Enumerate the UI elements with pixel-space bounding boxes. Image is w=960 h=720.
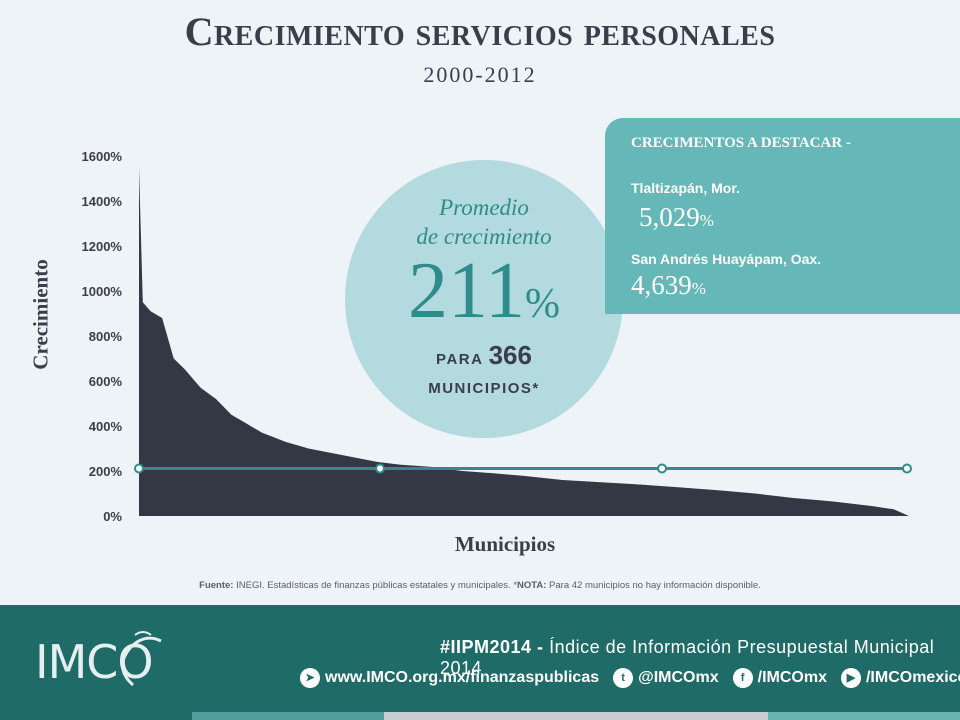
y-tick-label: 1000% [82,284,123,299]
highlights-title: CRECIMENTOS A DESTACAR - [631,135,851,151]
twitter-link[interactable]: @IMCOmx [638,669,719,686]
footer-stripe [0,712,192,720]
twitter-icon: t [613,668,634,688]
para-line: PARA 366 [345,340,623,371]
x-axis-label: Municipios [454,532,556,556]
y-tick-label: 1400% [82,194,123,209]
y-axis-label: Crecimiento [28,259,53,370]
website-link[interactable]: www.IMCO.org.mx/finanzaspublicas [325,669,600,686]
average-label-2: de crecimiento [416,224,552,249]
source-label: Fuente: [199,580,234,591]
campaign-hashtag: #IIPM2014 - Índice de Información Presup… [440,637,960,679]
youtube-icon: ▶ [840,668,861,688]
source-note: Fuente: INEGI. Estadísticas de finanzas … [0,580,960,591]
footer-banner: IMCO #IIPM2014 - Índice de Información P… [0,605,960,720]
nota-label: NOTA: [517,580,547,591]
footer-stripe [192,712,384,720]
page-subtitle: 2000-2012 [423,62,537,87]
imco-logo[interactable]: IMCO [35,627,195,697]
municipios-word: MUNICIPIOS* [428,380,540,397]
municipio-count: 366 [488,340,532,370]
highlight-number-2: 4,639 [631,270,692,300]
average-reference-line [134,463,912,474]
average-number: 211 [407,247,526,335]
footer-stripe [384,712,768,720]
y-tick-label: 200% [89,464,123,479]
highlight-unit-2: % [691,279,706,298]
average-label: Promedio [439,195,529,220]
y-tick-label: 800% [89,329,123,344]
footer-stripe [768,712,960,720]
youtube-link[interactable]: /IMCOmexico [865,669,960,686]
hashtag-text: Índice de Información Presupuestal Munic… [440,637,935,678]
y-tick-label: 400% [89,419,123,434]
y-tick-label: 1600% [82,149,123,164]
highlight-name-1: Tlaltizapán, Mor. [631,180,740,196]
highlight-value-1: 5,029% [639,202,714,233]
page-title: Crecimiento servicios personales [184,9,776,54]
area-chart: 0% 200% 400% 600% 800% 1000% 1200% 1400% 1600% [82,149,912,524]
y-axis-ticks: 0% 200% 400% 600% 800% 1000% 1200% 1400% 1600% [82,149,123,524]
average-line-marker [134,463,144,474]
facebook-link[interactable]: /IMCOmx [757,669,827,686]
average-line-marker [902,463,912,474]
y-tick-label: 1200% [82,239,123,254]
y-tick-label: 0% [103,509,122,524]
average-line-marker [657,463,667,474]
average-value: 211% [345,246,623,337]
y-tick-label: 600% [89,374,123,389]
send-icon: ➤ [300,668,320,688]
hashtag-bold: #IIPM2014 - [440,637,544,657]
imco-logo-swirl-icon [121,631,162,687]
growth-area-series [139,167,909,517]
para-word: PARA [436,351,483,368]
source-text: INEGI. Estadísticas de finanzas públicas… [233,580,518,591]
highlight-name-2: San Andrés Huayápam, Oax. [631,251,822,267]
average-growth-circle: Promedio de crecimiento 211% PARA 366 MU… [345,160,623,438]
highlight-unit-1: % [699,211,714,230]
highlights-panel: CRECIMENTOS A DESTACAR - Tlaltizapán, Mo… [605,118,960,314]
social-links: ➤ www.IMCO.org.mx/finanzaspublicas t @IM… [300,665,960,691]
highlight-value-2: 4,639% [631,270,706,301]
highlight-number-1: 5,029 [639,202,700,232]
average-unit: % [525,281,561,327]
facebook-icon: f [732,668,753,688]
nota-text: Para 42 municipios no hay información di… [546,580,761,591]
average-line-marker [375,463,385,474]
imco-logo-text: IMCO [35,635,154,689]
